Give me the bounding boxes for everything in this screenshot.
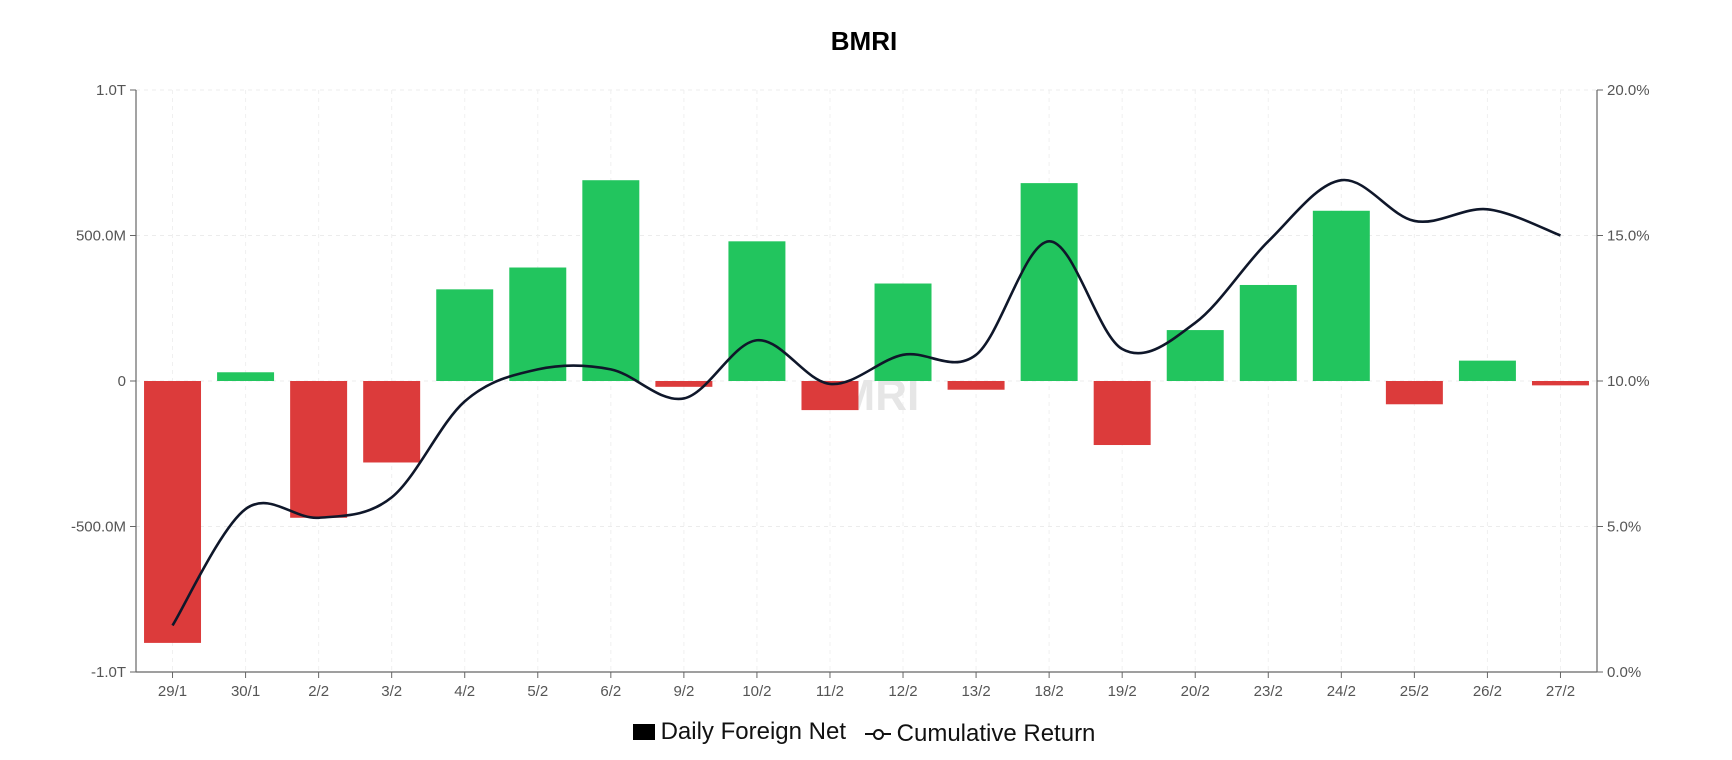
legend-item-bar[interactable]: Daily Foreign Net: [632, 718, 846, 746]
cumulative-return-line: [171, 178, 1561, 627]
bar: [1385, 381, 1443, 405]
bar: [655, 381, 713, 387]
bar: [874, 283, 932, 381]
legend-bar-swatch-icon: [632, 724, 655, 740]
x-tick-label: 26/2: [1473, 683, 1502, 700]
y-right-tick-label: 5.0%: [1607, 519, 1641, 536]
y-right-tick-label: 10.0%: [1607, 373, 1650, 390]
x-tick-label: 27/2: [1546, 683, 1575, 700]
x-tick-label: 3/2: [381, 683, 402, 700]
bar: [801, 381, 859, 411]
legend-label-line: Cumulative Return: [896, 720, 1096, 747]
x-tick-label: 10/2: [742, 683, 771, 700]
x-tick-label: 23/2: [1254, 683, 1283, 700]
bar: [1166, 330, 1224, 381]
bar: [144, 381, 202, 643]
bar: [363, 381, 421, 463]
x-tick-label: 4/2: [454, 683, 475, 700]
x-tick-label: 11/2: [816, 683, 844, 700]
bar: [947, 381, 1005, 390]
bar: [290, 381, 348, 518]
chart-title: BMRI: [830, 26, 898, 56]
bar: [1531, 381, 1589, 386]
bar: [509, 267, 567, 381]
legend: Daily Foreign Net Cumulative Return: [0, 718, 1728, 748]
x-tick-label: 19/2: [1108, 683, 1137, 700]
bar: [436, 289, 494, 381]
x-tick-label: 29/1: [158, 683, 187, 700]
y-right-tick-label: 15.0%: [1607, 228, 1650, 245]
y-left-tick-label: 1.0T: [96, 82, 126, 99]
x-tick-label: 24/2: [1327, 683, 1356, 700]
x-tick-label: 30/1: [231, 683, 260, 700]
x-tick-label: 13/2: [961, 683, 990, 700]
legend-line-swatch-icon: [864, 728, 891, 740]
y-left-tick-label: -1.0T: [91, 664, 126, 681]
bar: [1312, 210, 1370, 381]
bar: [1239, 284, 1297, 381]
legend-item-line[interactable]: Cumulative Return: [864, 720, 1096, 748]
x-tick-label: 6/2: [600, 683, 621, 700]
x-tick-label: 12/2: [888, 683, 917, 700]
bar: [1020, 183, 1078, 381]
legend-label-bar: Daily Foreign Net: [660, 718, 846, 745]
bar: [582, 180, 640, 381]
y-right-tick-label: 0.0%: [1607, 664, 1641, 681]
x-tick-label: 9/2: [673, 683, 694, 700]
bar: [1458, 360, 1516, 381]
bar: [1093, 381, 1151, 446]
axes: -1.0T -500.0M 0 500.0M 1.0T 0.0% 5.0% 10.0% 15.0…: [71, 82, 1650, 700]
bar-series: [144, 180, 1589, 643]
x-tick-label: 20/2: [1181, 683, 1210, 700]
bar: [217, 372, 275, 381]
x-tick-label: 25/2: [1400, 683, 1429, 700]
y-right-tick-label: 20.0%: [1607, 82, 1650, 99]
bar: [728, 241, 786, 381]
x-tick-label: 18/2: [1035, 683, 1064, 700]
y-left-tick-label: -500.0M: [71, 519, 126, 536]
x-tick-label: 2/2: [308, 683, 329, 700]
y-left-tick-label: 0: [118, 373, 126, 390]
y-left-tick-label: 500.0M: [76, 228, 126, 245]
line-series: [171, 178, 1561, 627]
x-tick-label: 5/2: [527, 683, 548, 700]
